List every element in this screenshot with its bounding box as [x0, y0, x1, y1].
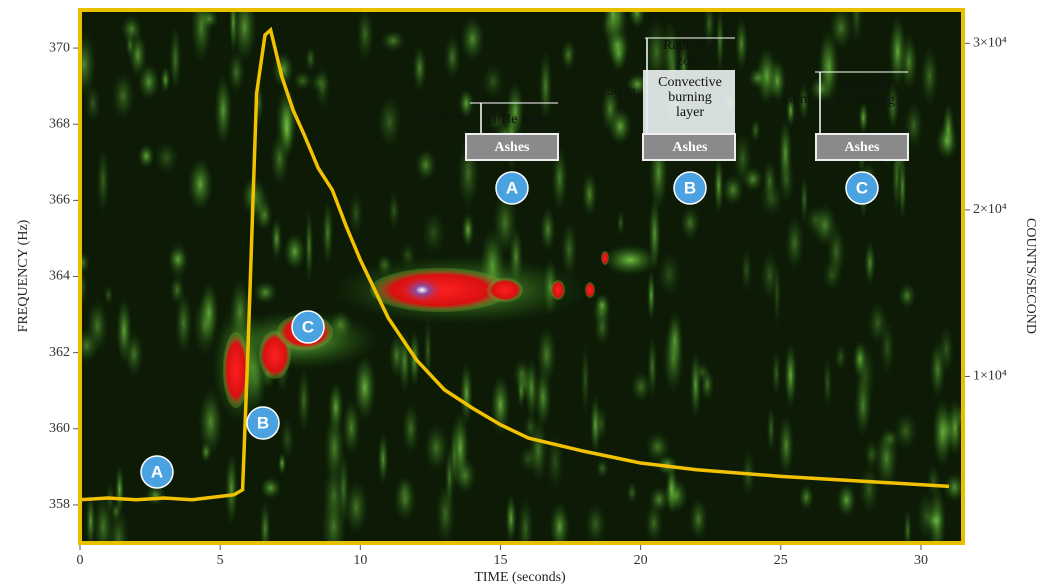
y-tick-label: 360 [49, 421, 70, 436]
annotation: Ashes [672, 140, 708, 155]
annotation: Ashes [494, 140, 530, 155]
y-tick-label: 364 [49, 269, 70, 284]
x-tick-label: 5 [217, 553, 224, 568]
x-tick-label: 25 [774, 553, 788, 568]
x-tick-label: 15 [493, 553, 507, 568]
annotation: H/He layer [487, 112, 549, 127]
annotation: Residual [842, 78, 891, 93]
y-tick-label: 368 [49, 116, 70, 131]
x-tick-label: 20 [634, 553, 648, 568]
y-tick-label: 362 [49, 345, 70, 360]
chart: A B C A B C ∼ 10 m H/He layer Ashes Radi… [0, 0, 1045, 588]
x-tick-label: 10 [353, 553, 367, 568]
annotation: Ashes [844, 140, 880, 155]
annotation: Convective [658, 75, 722, 90]
stage-label: C [856, 178, 868, 197]
annotation: ∼ 20 m [767, 92, 811, 107]
annotation: H burning [837, 93, 894, 108]
y2-tick-label: 2×10⁴ [973, 202, 1007, 217]
y-axis-label: FREQUENCY (Hz) [16, 219, 31, 332]
annotation: Radiative [663, 38, 717, 53]
annotation: ∼ 10 m [418, 110, 462, 125]
annotation: ∼ 30 m [592, 84, 636, 99]
y2-tick-label: 3×10⁴ [973, 36, 1007, 51]
stage-label: A [506, 178, 518, 197]
y2-axis-label: COUNTS/SECOND [1023, 218, 1038, 334]
y-tick-label: 366 [49, 193, 70, 208]
annotation: layer [676, 105, 704, 120]
x-tick-label: 30 [914, 553, 928, 568]
y2-tick-label: 1×10⁴ [973, 369, 1007, 384]
annotation: zone [677, 54, 703, 69]
x-axis-label: TIME (seconds) [474, 570, 566, 585]
stage-label: B [684, 178, 696, 197]
stage-label: A [151, 462, 163, 481]
annotation: burning [668, 90, 712, 105]
stage-label: B [257, 413, 269, 432]
x-tick-label: 0 [77, 553, 84, 568]
stage-label: C [302, 317, 314, 336]
y-tick-label: 358 [49, 497, 70, 512]
y-tick-label: 370 [49, 40, 70, 55]
